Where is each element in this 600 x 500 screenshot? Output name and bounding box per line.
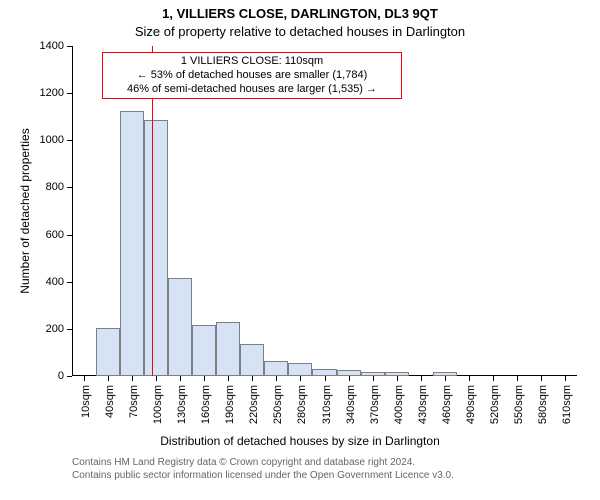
x-tick-mark (565, 376, 566, 381)
x-tick-mark (541, 376, 542, 381)
x-tick-label: 490sqm (465, 385, 477, 435)
x-tick-label: 190sqm (224, 385, 236, 435)
y-tick-mark (67, 187, 72, 188)
y-tick-label: 200 (24, 323, 64, 335)
annotation-box: 1 VILLIERS CLOSE: 110sqm ← 53% of detach… (102, 52, 402, 99)
y-tick-mark (67, 376, 72, 377)
x-tick-label: 130sqm (176, 385, 188, 435)
histogram-bar (216, 322, 240, 376)
y-tick-mark (67, 329, 72, 330)
histogram-bar (96, 328, 120, 376)
x-tick-label: 430sqm (417, 385, 429, 435)
x-tick-label: 40sqm (104, 385, 116, 435)
histogram-bar (120, 111, 144, 376)
x-tick-mark (517, 376, 518, 381)
y-tick-mark (67, 46, 72, 47)
y-tick-label: 400 (24, 276, 64, 288)
x-tick-mark (156, 376, 157, 381)
x-tick-mark (252, 376, 253, 381)
x-tick-label: 460sqm (441, 385, 453, 435)
footer-line-1: Contains HM Land Registry data © Crown c… (72, 456, 454, 469)
annotation-line-1: 1 VILLIERS CLOSE: 110sqm (107, 55, 397, 69)
chart-subtitle: Size of property relative to detached ho… (0, 24, 600, 39)
histogram-bar (240, 344, 264, 376)
histogram-bar (192, 325, 216, 376)
histogram-bar (312, 369, 336, 376)
annotation-line-2: ← 53% of detached houses are smaller (1,… (107, 69, 397, 83)
histogram-bar (288, 363, 312, 376)
x-tick-label: 10sqm (80, 385, 92, 435)
y-tick-mark (67, 140, 72, 141)
x-tick-label: 610sqm (561, 385, 573, 435)
x-tick-mark (325, 376, 326, 381)
y-tick-label: 600 (24, 229, 64, 241)
x-tick-mark (180, 376, 181, 381)
x-tick-mark (469, 376, 470, 381)
x-tick-mark (204, 376, 205, 381)
x-tick-label: 520sqm (489, 385, 501, 435)
annotation-line-3: 46% of semi-detached houses are larger (… (107, 83, 397, 97)
x-tick-mark (349, 376, 350, 381)
x-tick-mark (397, 376, 398, 381)
x-tick-label: 70sqm (128, 385, 140, 435)
y-tick-mark (67, 282, 72, 283)
histogram-bar (264, 361, 288, 376)
x-tick-label: 340sqm (345, 385, 357, 435)
footer-attribution: Contains HM Land Registry data © Crown c… (72, 456, 454, 482)
footer-line-2: Contains public sector information licen… (72, 469, 454, 482)
y-tick-label: 0 (24, 370, 64, 382)
x-tick-mark (276, 376, 277, 381)
x-tick-label: 220sqm (248, 385, 260, 435)
y-tick-label: 800 (24, 181, 64, 193)
x-tick-label: 250sqm (272, 385, 284, 435)
y-tick-label: 1000 (24, 134, 64, 146)
y-tick-label: 1200 (24, 87, 64, 99)
x-tick-mark (84, 376, 85, 381)
x-tick-mark (445, 376, 446, 381)
x-tick-mark (421, 376, 422, 381)
y-tick-mark (67, 93, 72, 94)
histogram-bar (168, 278, 192, 376)
histogram-bar (144, 120, 168, 376)
x-tick-label: 280sqm (296, 385, 308, 435)
x-tick-mark (228, 376, 229, 381)
x-tick-label: 310sqm (321, 385, 333, 435)
x-tick-label: 370sqm (369, 385, 381, 435)
x-tick-mark (300, 376, 301, 381)
x-tick-label: 160sqm (200, 385, 212, 435)
x-tick-label: 400sqm (393, 385, 405, 435)
y-axis-line (72, 46, 73, 376)
x-tick-mark (373, 376, 374, 381)
x-tick-mark (493, 376, 494, 381)
page-title: 1, VILLIERS CLOSE, DARLINGTON, DL3 9QT (0, 6, 600, 21)
x-axis-label: Distribution of detached houses by size … (0, 434, 600, 448)
x-tick-label: 550sqm (513, 385, 525, 435)
y-tick-mark (67, 235, 72, 236)
y-tick-label: 1400 (24, 40, 64, 52)
x-tick-mark (132, 376, 133, 381)
x-tick-mark (108, 376, 109, 381)
x-tick-label: 100sqm (152, 385, 164, 435)
x-tick-label: 580sqm (537, 385, 549, 435)
